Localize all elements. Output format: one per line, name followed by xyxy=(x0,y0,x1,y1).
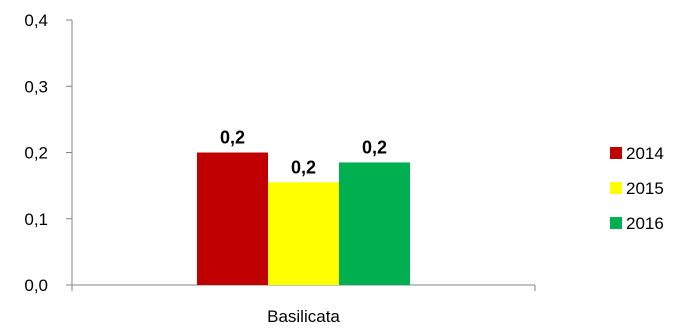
bar-2014 xyxy=(197,152,268,285)
legend-label-2014: 2014 xyxy=(626,144,664,163)
bar-2015 xyxy=(268,182,339,285)
legend-label-2016: 2016 xyxy=(626,214,664,233)
legend-swatch-2014 xyxy=(610,147,622,159)
data-label-2014: 0,2 xyxy=(220,128,245,148)
y-tick-label: 0,1 xyxy=(24,210,48,229)
y-tick-label: 0,0 xyxy=(24,276,48,295)
y-tick-label: 0,4 xyxy=(24,11,48,30)
legend-label-2015: 2015 xyxy=(626,179,664,198)
legend-swatch-2015 xyxy=(610,182,622,194)
bars xyxy=(197,152,410,285)
y-tick-label: 0,3 xyxy=(24,77,48,96)
data-label-2015: 0,2 xyxy=(291,157,316,177)
data-label-2016: 0,2 xyxy=(362,137,387,157)
data-labels: 0,2 0,2 0,2 xyxy=(220,128,387,178)
x-category-labels: Basilicata xyxy=(267,307,340,326)
bar-2016 xyxy=(339,162,410,285)
y-tick-labels: 0,0 0,1 0,2 0,3 0,4 xyxy=(24,11,48,295)
x-category-label: Basilicata xyxy=(267,307,340,326)
legend-swatch-2016 xyxy=(610,217,622,229)
y-tick-label: 0,2 xyxy=(24,144,48,163)
legend: 2014 2015 2016 xyxy=(610,144,664,233)
